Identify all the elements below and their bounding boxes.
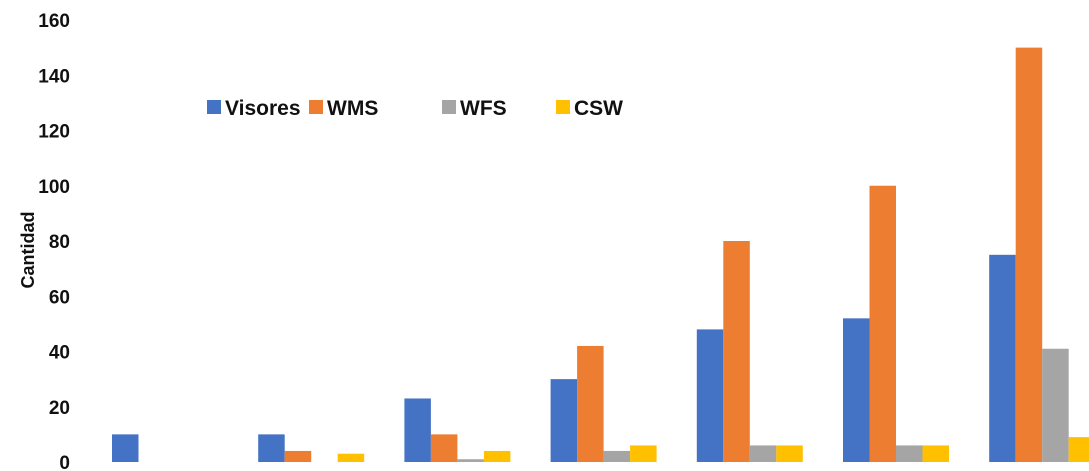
bar-csw-6 — [922, 445, 949, 462]
bar-csw-2 — [337, 453, 365, 462]
bar-visores-1 — [112, 434, 139, 462]
legend-label-wfs: WFS — [460, 97, 507, 120]
y-tick-label: 140 — [38, 66, 70, 87]
bar-wms-6 — [869, 185, 896, 462]
y-tick-label: 40 — [49, 343, 70, 364]
bar-visores-2 — [258, 434, 285, 462]
bar-visores-4 — [550, 379, 578, 462]
bar-wms-5 — [723, 241, 750, 462]
bar-visores-7 — [989, 254, 1016, 462]
bar-wms-7 — [1015, 47, 1043, 462]
legend-swatch-csw — [556, 100, 570, 114]
legend-label-csw: CSW — [574, 97, 623, 120]
bar-wfs-6 — [896, 445, 923, 462]
legend: Visores WMS WFS CSW — [207, 97, 623, 120]
bar-visores-5 — [696, 329, 724, 462]
bar-csw-5 — [776, 445, 803, 462]
legend-swatch-visores — [207, 100, 221, 114]
bar-csw-7 — [1068, 437, 1089, 462]
bar-csw-4 — [630, 445, 657, 462]
legend-label-visores: Visores — [225, 97, 301, 120]
bar-csw-3 — [483, 450, 511, 462]
y-tick-label: 100 — [38, 177, 70, 198]
bar-visores-3 — [404, 398, 431, 462]
y-tick-label: 0 — [59, 453, 70, 471]
bar-wfs-5 — [749, 445, 777, 462]
y-axis-label: Cantidad — [18, 211, 38, 288]
bar-visores-6 — [843, 318, 870, 462]
bar-wms-3 — [430, 434, 458, 462]
bar-wms-4 — [577, 345, 604, 462]
y-tick-label: 60 — [49, 287, 70, 308]
bar-wfs-3 — [457, 459, 484, 462]
bar-wfs-7 — [1042, 348, 1069, 462]
bar-wms-2 — [284, 450, 312, 462]
y-tick-label: 80 — [49, 232, 70, 253]
y-tick-label: 160 — [38, 11, 70, 32]
legend-swatch-wms — [309, 100, 323, 114]
bar-wfs-4 — [603, 450, 631, 462]
y-tick-label: 120 — [38, 122, 70, 143]
y-tick-label: 20 — [49, 398, 70, 419]
bars — [112, 47, 1089, 462]
legend-label-wms: WMS — [327, 97, 378, 120]
legend-swatch-wfs — [442, 100, 456, 114]
y-axis-ticks: 0 20 40 60 80 100 120 140 160 — [38, 11, 70, 471]
